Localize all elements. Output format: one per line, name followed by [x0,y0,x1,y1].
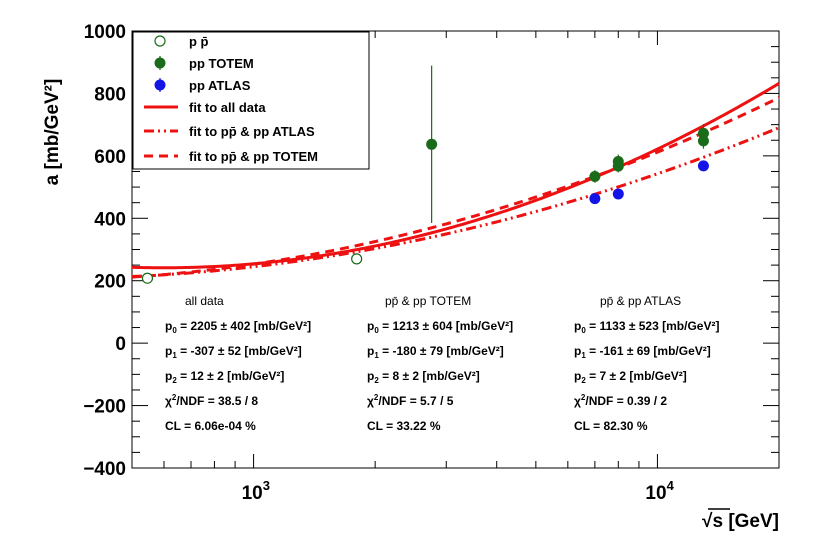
y-tick-label: −400 [83,459,126,480]
data-point [697,160,709,172]
fit-result-param: p1 = -161 ± 69 [mb/GeV²] [574,344,711,360]
fit-result-param: p2 = 8 ± 2 [mb/GeV²] [367,369,480,385]
y-tick-labels: −400 −200 0 200 400 600 800 1000 [83,22,126,480]
param-index: 2 [374,376,379,385]
param-value: = 12 ± 2 [mb/GeV²] [177,369,285,383]
data-point-open [351,253,363,265]
fit-result-param: p0 = 1133 ± 523 [mb/GeV²] [574,319,719,335]
param-value: = 1213 ± 604 [mb/GeV²] [379,319,513,333]
chi-symbol: χ [574,394,581,408]
fit-result-header: pp̄ & pp ATLAS [600,294,681,308]
chi-exp: 2 [581,393,586,402]
param-name: p [165,319,172,333]
x-tick-label-exp: 4 [667,478,675,493]
param-index: 2 [172,376,177,385]
y-tick-label: 400 [94,209,126,230]
param-value: = -307 ± 52 [mb/GeV²] [177,344,302,358]
y-tick-label: 800 [94,84,126,105]
data-point [589,170,601,182]
data-point [612,160,624,172]
param-value: = -161 ± 69 [mb/GeV²] [586,344,711,358]
fit-curve [131,96,780,279]
x-tick-label-base: 10 [645,483,666,504]
y-tick-label: 200 [94,272,126,293]
param-value: = 2205 ± 402 [mb/GeV²] [177,319,311,333]
chi2-value: /NDF = 5.7 / 5 [378,394,453,408]
param-value: = 8 ± 2 [mb/GeV²] [379,369,480,383]
param-index: 2 [581,376,586,385]
y-tick-label: 1000 [84,22,126,43]
y-axis-title: a [mb/GeV²] [42,79,63,186]
data-point [589,193,601,205]
param-value: = 7 ± 2 [mb/GeV²] [586,369,687,383]
fit-result-chi2: χ2/NDF = 38.5 / 8 [165,393,258,408]
x-tick-label: 104 [645,478,674,504]
param-name: p [574,344,581,358]
fit-result-param: p0 = 2205 ± 402 [mb/GeV²] [165,319,311,335]
legend: p p̄ pp TOTEM pp ATLAS fit to all data fit t… [132,31,370,170]
x-axis-title: √s [GeV] [702,511,779,532]
fit-result-cl: CL = 82.30 % [574,419,648,433]
fit-result-param: p2 = 12 ± 2 [mb/GeV²] [165,369,284,385]
param-index: 1 [581,351,586,360]
param-index: 0 [374,326,379,335]
y-tick-label: 600 [94,147,126,168]
param-name: p [165,344,172,358]
fit-result-param: p1 = -307 ± 52 [mb/GeV²] [165,344,302,360]
chi2-value: /NDF = 38.5 / 8 [176,394,258,408]
x-tick-labels: 103 104 [242,478,675,504]
legend-marker [154,57,166,69]
data-points [141,65,709,284]
chi-exp: 2 [374,393,379,402]
fit-curve [131,126,780,279]
fit-result-param: p0 = 1213 ± 604 [mb/GeV²] [367,319,513,335]
y-tick-label: 0 [115,334,126,355]
data-point [612,188,624,200]
param-name: p [574,319,581,333]
fit-result-chi2: χ2/NDF = 5.7 / 5 [367,393,454,408]
chi-symbol: χ [165,394,172,408]
fit-result-param: p2 = 7 ± 2 [mb/GeV²] [574,369,687,385]
param-index: 0 [581,326,586,335]
chi-exp: 2 [172,393,177,402]
param-value: = 1133 ± 523 [mb/GeV²] [586,319,720,333]
legend-marker [154,35,166,47]
fit-result-chi2: χ2/NDF = 0.39 / 2 [574,393,667,408]
legend-label: pp TOTEM [189,56,254,71]
legend-label: pp ATLAS [189,78,251,93]
chi-symbol: χ [367,394,374,408]
param-value: = -180 ± 79 [mb/GeV²] [379,344,504,358]
x-tick-label-exp: 3 [263,478,270,493]
y-tick-label: −200 [83,397,126,418]
param-name: p [367,369,374,383]
data-point-open [141,272,154,284]
param-name: p [367,344,374,358]
fit-result-header: pp̄ & pp TOTEM [385,294,471,308]
x-tick-label: 103 [242,478,270,504]
fit-result-header: all data [185,294,224,308]
fit-result-cl: CL = 6.06e-04 % [165,419,256,433]
x-tick-label-base: 10 [242,483,263,504]
param-name: p [165,369,172,383]
fit-curves [131,82,780,279]
param-index: 0 [172,326,177,335]
fit-result-cl: CL = 33.22 % [367,419,441,433]
param-index: 1 [374,351,379,360]
legend-label: fit to all data [189,100,266,115]
axis-ticks [131,30,780,469]
data-point [697,135,709,147]
param-name: p [574,369,581,383]
param-index: 1 [172,351,177,360]
legend-label: fit to pp̄ & pp ATLAS [189,124,315,139]
fit-result-param: p1 = -180 ± 79 [mb/GeV²] [367,344,504,360]
legend-marker [154,79,166,91]
legend-label: fit to pp̄ & pp TOTEM [189,149,318,164]
data-point [426,138,438,150]
param-name: p [367,319,374,333]
legend-label: p p̄ [189,34,209,49]
chi2-value: /NDF = 0.39 / 2 [585,394,667,408]
legend-box [132,31,370,170]
